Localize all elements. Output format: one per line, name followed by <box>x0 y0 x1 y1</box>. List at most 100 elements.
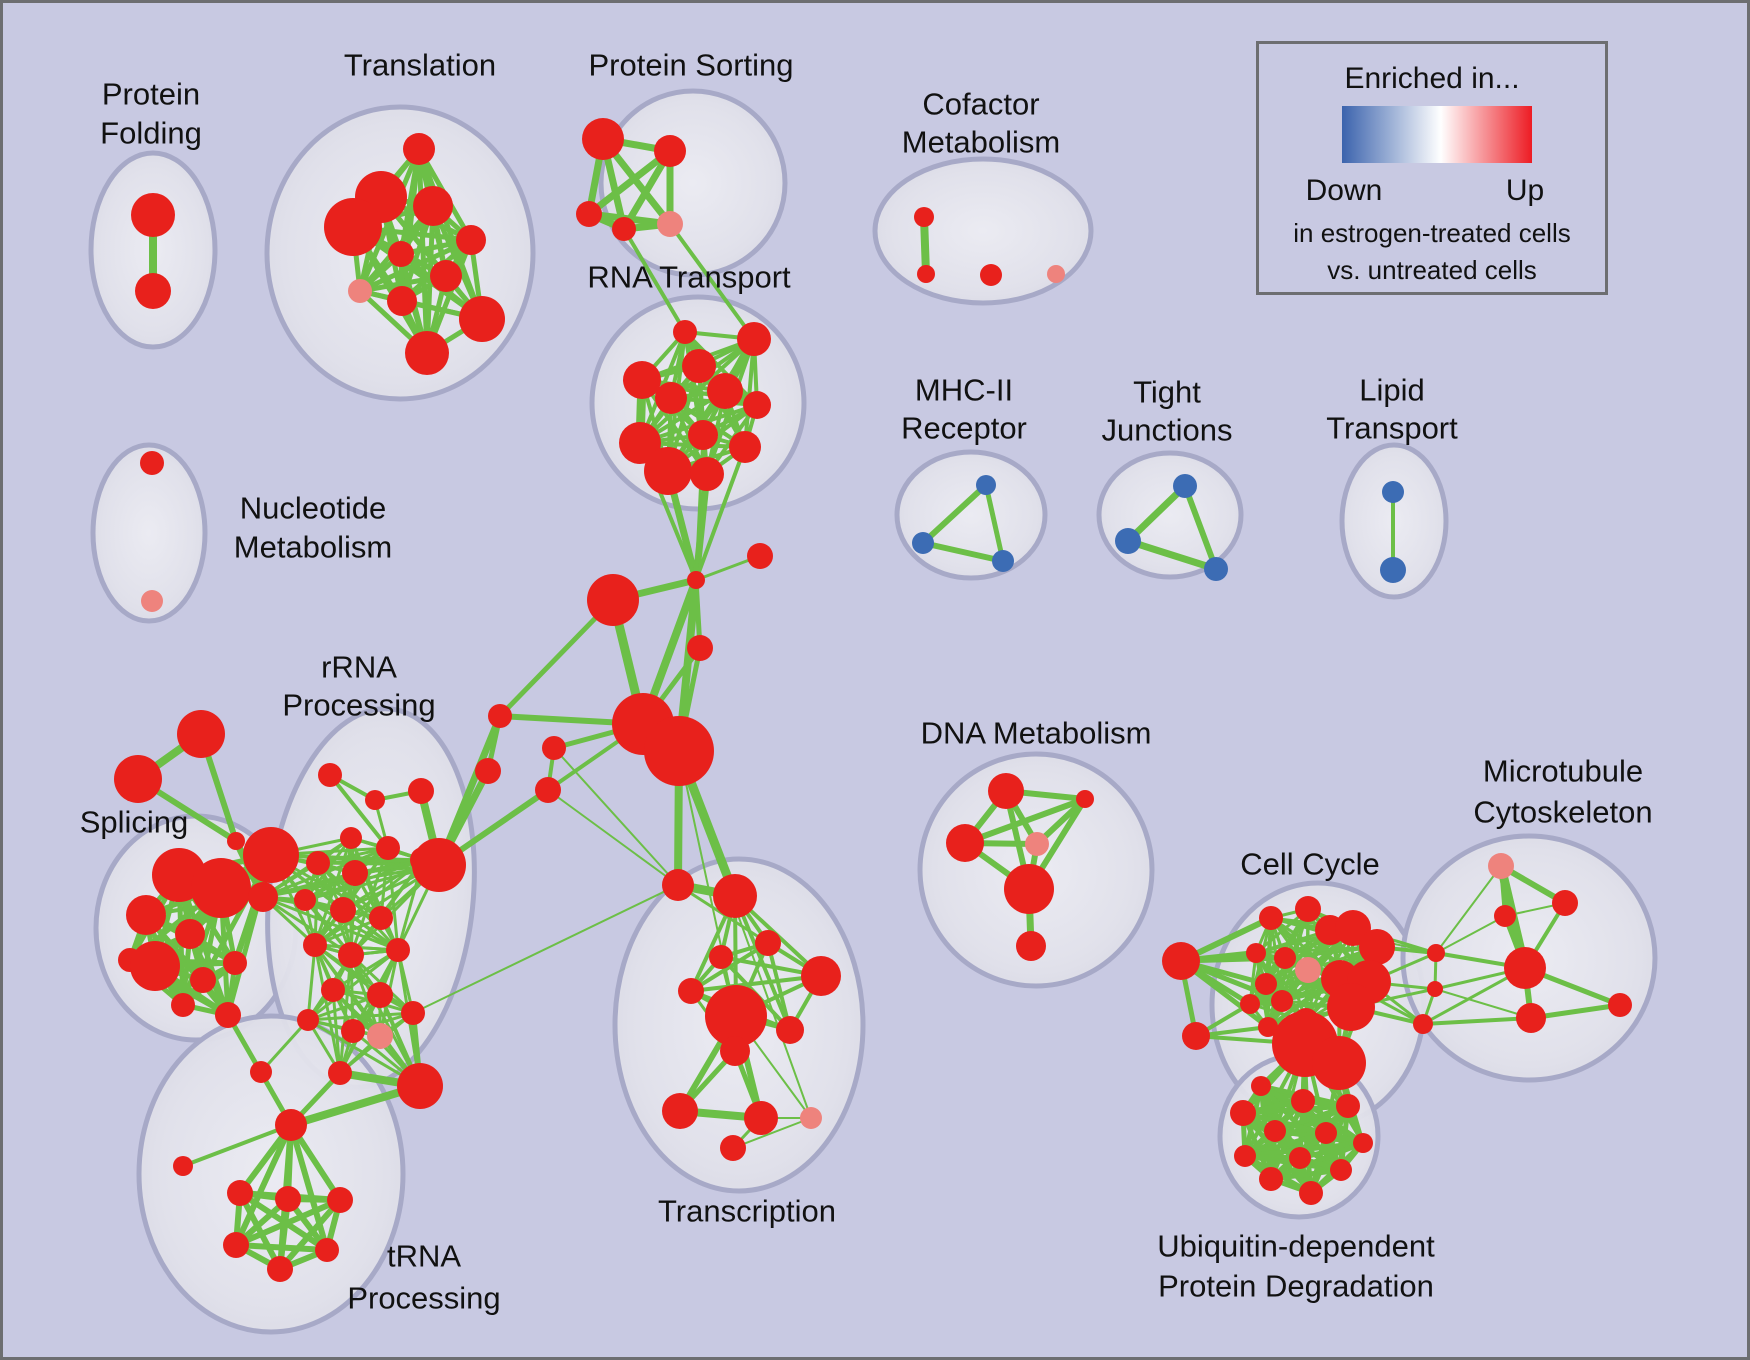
node-14 <box>654 135 686 167</box>
edge <box>328 773 390 850</box>
node-51 <box>535 777 561 803</box>
edge <box>349 953 382 1038</box>
node-98 <box>223 1232 249 1258</box>
node-143 <box>1488 853 1514 879</box>
node-147 <box>1516 1003 1546 1033</box>
node-77 <box>248 882 278 912</box>
node-50 <box>542 736 566 760</box>
node-133 <box>1240 994 1260 1014</box>
node-30 <box>914 207 934 227</box>
node-49 <box>644 716 714 786</box>
node-122 <box>1259 906 1283 930</box>
node-10 <box>387 286 417 316</box>
edge <box>1124 537 1220 573</box>
node-20 <box>682 349 716 383</box>
node-34 <box>140 451 164 475</box>
node-118 <box>1004 864 1054 914</box>
node-146 <box>1504 947 1546 989</box>
node-94 <box>173 1156 193 1176</box>
cluster-label-lipid-transport: Lipid <box>1359 373 1425 408</box>
node-106 <box>678 978 704 1004</box>
cluster-label-tight-junctions: Tight <box>1133 375 1201 410</box>
edge <box>920 540 1006 564</box>
node-65 <box>171 993 195 1017</box>
cluster-label-translation: Translation <box>344 48 496 83</box>
node-70 <box>340 827 362 849</box>
node-158 <box>1330 1159 1352 1181</box>
node-1 <box>135 273 171 309</box>
node-116 <box>946 824 984 862</box>
node-84 <box>321 978 345 1002</box>
edge <box>303 898 400 952</box>
node-129 <box>1295 957 1321 983</box>
node-136 <box>1258 1017 1278 1037</box>
node-128 <box>1274 947 1296 969</box>
node-5 <box>324 198 382 256</box>
edge <box>306 948 400 1022</box>
node-80 <box>369 906 393 930</box>
cluster-label-trna-processing: tRNA <box>387 1239 461 1274</box>
node-32 <box>980 264 1002 286</box>
cluster-label-nucleotide-metabolism: Metabolism <box>234 530 393 565</box>
node-115 <box>1076 790 1094 808</box>
cluster-label-rrna-processing: rRNA <box>321 650 397 685</box>
legend-gradient-bar <box>1342 106 1532 163</box>
legend-subtitle-line1: in estrogen-treated cells <box>1293 218 1571 248</box>
node-137 <box>1327 983 1375 1031</box>
node-96 <box>275 1186 301 1212</box>
node-21 <box>623 361 661 399</box>
edge <box>233 1197 343 1248</box>
node-29 <box>690 457 724 491</box>
node-154 <box>1315 1122 1337 1144</box>
node-82 <box>338 942 364 968</box>
node-0 <box>131 193 175 237</box>
node-126 <box>1359 929 1395 965</box>
edge <box>237 1190 283 1272</box>
cluster-label-transcription: Transcription <box>658 1194 836 1229</box>
node-62 <box>130 941 180 991</box>
cluster-label-protein-sorting: Protein Sorting <box>588 48 793 83</box>
node-155 <box>1353 1133 1373 1153</box>
node-119 <box>1016 931 1046 961</box>
node-121 <box>1182 1022 1210 1050</box>
edge <box>412 884 679 1014</box>
node-42 <box>1382 481 1404 503</box>
edge <box>962 796 1088 846</box>
cluster-label-cofactor-metabolism: Metabolism <box>902 125 1061 160</box>
cluster-label-rrna-processing: Processing <box>282 688 435 723</box>
node-103 <box>755 930 781 956</box>
node-141 <box>1427 981 1443 997</box>
edge <box>640 378 709 476</box>
edge <box>553 747 679 886</box>
node-145 <box>1494 905 1516 927</box>
edge <box>233 1242 330 1253</box>
edge <box>288 1122 330 1253</box>
node-27 <box>729 431 761 463</box>
node-76 <box>412 838 466 892</box>
cluster-label-lipid-transport: Transport <box>1326 411 1458 446</box>
edge <box>259 1018 310 1074</box>
node-31 <box>917 265 935 283</box>
node-24 <box>743 391 771 419</box>
node-105 <box>801 956 841 996</box>
node-152 <box>1230 1100 1256 1126</box>
node-56 <box>227 832 245 850</box>
cluster-label-rna-transport: RNA Transport <box>587 260 791 295</box>
node-25 <box>688 420 718 450</box>
edge <box>743 337 756 449</box>
edge <box>331 988 342 1075</box>
cluster-label-nucleotide-metabolism: Nucleotide <box>240 491 386 526</box>
cluster-label-mhc-ii-receptor: Receptor <box>901 411 1027 446</box>
legend-box: Enriched in... Down Up in estrogen-treat… <box>1256 41 1608 295</box>
node-16 <box>612 217 636 241</box>
cluster-label-microtubule-cytoskeleton: Microtubule <box>1483 754 1643 789</box>
node-81 <box>303 933 327 957</box>
node-140 <box>1427 944 1445 962</box>
node-33 <box>1047 265 1065 283</box>
node-79 <box>330 897 356 923</box>
edge <box>1182 483 1219 572</box>
edge <box>678 750 812 1119</box>
node-8 <box>430 260 462 292</box>
edge <box>622 227 687 334</box>
legend-up-label: Up <box>1505 174 1545 207</box>
